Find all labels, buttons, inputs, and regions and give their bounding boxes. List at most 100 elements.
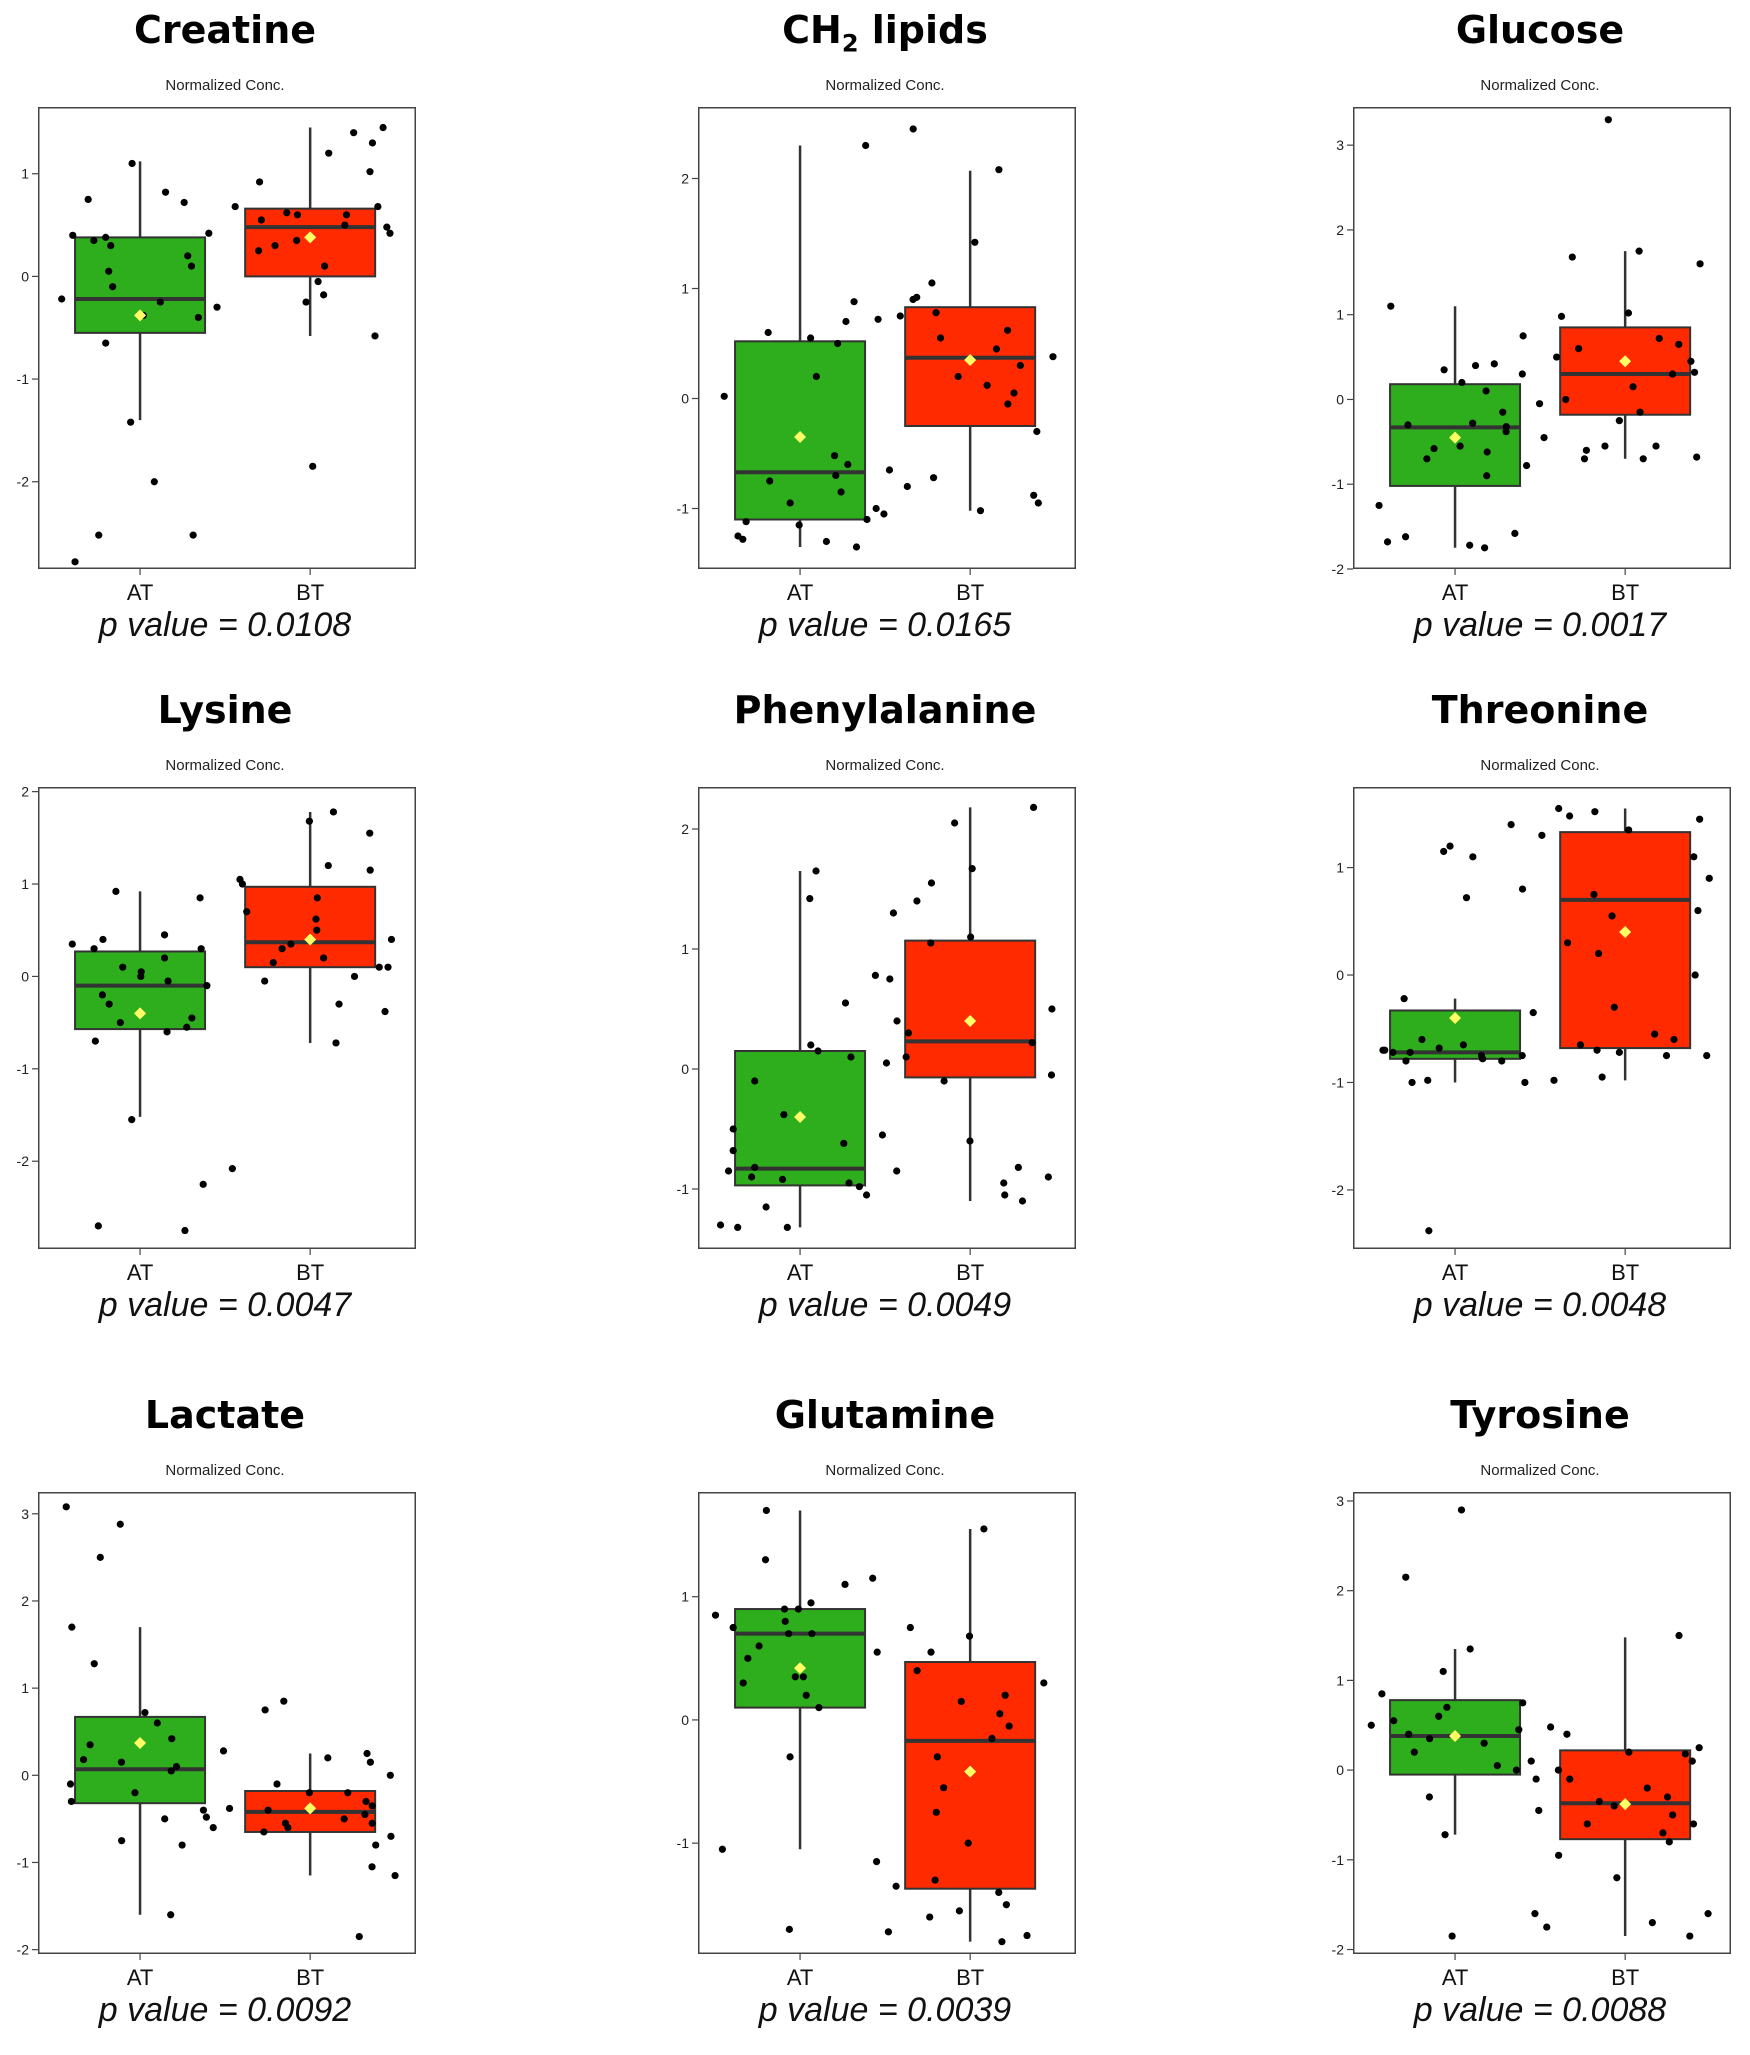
plot-frame: [38, 107, 416, 569]
y-tick-label: 1: [21, 1680, 29, 1696]
box-BT: [1559, 831, 1692, 1050]
data-point-BT: [995, 1888, 1003, 1896]
x-tick-label: BT: [1611, 1260, 1639, 1285]
data-point-BT: [278, 945, 286, 953]
data-point-BT: [340, 1815, 348, 1823]
y-tick-label: -1: [677, 1835, 690, 1851]
data-point-BT: [967, 933, 975, 941]
y-tick-label: -2: [1332, 1182, 1345, 1198]
x-tick-label: BT: [1611, 1965, 1639, 1990]
x-tick-label: BT: [1611, 580, 1639, 605]
data-point-AT: [1435, 1712, 1443, 1720]
data-point-AT: [1535, 400, 1544, 408]
data-point-AT: [1469, 853, 1477, 861]
y-axis-label: Normalized Conc.: [1480, 77, 1600, 94]
data-point-BT: [1553, 353, 1561, 361]
data-point-AT: [751, 1077, 759, 1085]
data-point-BT: [1538, 831, 1546, 839]
data-point-BT: [1546, 1723, 1555, 1731]
data-point-AT: [161, 188, 170, 196]
y-tick-label: 3: [1336, 1493, 1344, 1509]
data-point-BT: [281, 1819, 290, 1827]
data-point-AT: [58, 295, 66, 303]
data-point-BT: [955, 1907, 964, 1915]
data-point-BT: [1028, 1039, 1036, 1047]
data-point-AT: [869, 1574, 877, 1582]
data-point-BT: [302, 298, 310, 306]
data-point-AT: [1490, 360, 1498, 368]
data-point-BT: [1662, 1052, 1671, 1060]
data-point-BT: [335, 1000, 343, 1008]
title-text: lipids: [858, 8, 988, 52]
data-point-BT: [309, 462, 317, 470]
y-tick-label: 2: [681, 821, 689, 837]
data-point-BT: [260, 1828, 268, 1836]
y-tick-label: 0: [1336, 967, 1344, 983]
data-point-AT: [1458, 378, 1466, 387]
data-point-AT: [744, 1654, 752, 1662]
data-point-AT: [95, 531, 103, 539]
data-point-AT: [1406, 1048, 1414, 1056]
data-point-AT: [156, 298, 164, 306]
mean-marker-BT: [1619, 1798, 1632, 1811]
data-point-AT: [1515, 1726, 1523, 1734]
y-tick-label: -1: [1332, 476, 1345, 492]
data-point-BT: [903, 482, 911, 491]
boxplot-chart: 1 0 -1 -2 AT BT: [17, 107, 416, 605]
data-point-BT: [1615, 1048, 1623, 1056]
data-point-BT: [1029, 803, 1038, 811]
data-point-AT: [127, 418, 135, 426]
data-point-AT: [786, 1753, 794, 1761]
data-point-BT: [387, 1832, 395, 1840]
data-point-BT: [980, 1525, 988, 1533]
data-point-AT: [150, 478, 158, 486]
data-point-BT: [1704, 1910, 1712, 1918]
data-point-AT: [1466, 1645, 1474, 1653]
y-tick-label: -2: [1332, 1942, 1345, 1958]
boxplot-chart: 2 1 0 -1 AT BT: [677, 787, 1076, 1285]
data-point-BT: [1601, 442, 1609, 450]
data-point-AT: [107, 242, 115, 250]
data-point-AT: [862, 1191, 871, 1199]
data-point-BT: [940, 1077, 948, 1085]
data-point-AT: [118, 1837, 126, 1845]
data-point-BT: [913, 1667, 921, 1675]
data-point-AT: [163, 1028, 171, 1036]
data-point-BT: [906, 1623, 914, 1632]
p-value-label: p value = 0.0039: [758, 1991, 1012, 2029]
data-point-BT: [1690, 368, 1699, 376]
data-point-AT: [112, 887, 120, 896]
data-point-BT: [889, 909, 898, 917]
mean-marker-AT: [134, 309, 147, 322]
data-point-AT: [878, 1131, 887, 1139]
y-tick-label: 0: [1336, 1762, 1344, 1778]
data-point-BT: [951, 819, 959, 827]
panel-title: Lactate: [144, 1393, 306, 1437]
data-point-AT: [1459, 1041, 1467, 1049]
data-point-BT: [998, 1938, 1006, 1946]
data-point-BT: [929, 474, 938, 482]
data-point-BT: [283, 209, 291, 217]
title-subscript: 2: [841, 29, 859, 58]
data-point-AT: [1426, 1735, 1434, 1743]
data-point-BT: [1004, 400, 1012, 408]
data-point-AT: [812, 867, 820, 875]
y-axis-label: Normalized Conc.: [1480, 757, 1600, 774]
data-point-AT: [1441, 1831, 1449, 1839]
data-point-BT: [909, 125, 917, 133]
data-point-AT: [1387, 302, 1395, 310]
data-point-AT: [1519, 332, 1527, 340]
data-point-BT: [228, 1165, 236, 1173]
data-point-AT: [172, 1762, 181, 1771]
data-point-AT: [202, 1813, 211, 1821]
data-point-AT: [1402, 1057, 1410, 1065]
data-point-AT: [1531, 1910, 1539, 1918]
data-point-BT: [926, 1913, 934, 1921]
data-point-BT: [329, 808, 338, 816]
data-point-BT: [1034, 499, 1042, 507]
data-point-BT: [902, 1053, 910, 1061]
data-point-AT: [739, 535, 747, 543]
data-point-BT: [1003, 326, 1012, 334]
data-point-BT: [1568, 253, 1576, 261]
data-point-BT: [305, 817, 313, 825]
